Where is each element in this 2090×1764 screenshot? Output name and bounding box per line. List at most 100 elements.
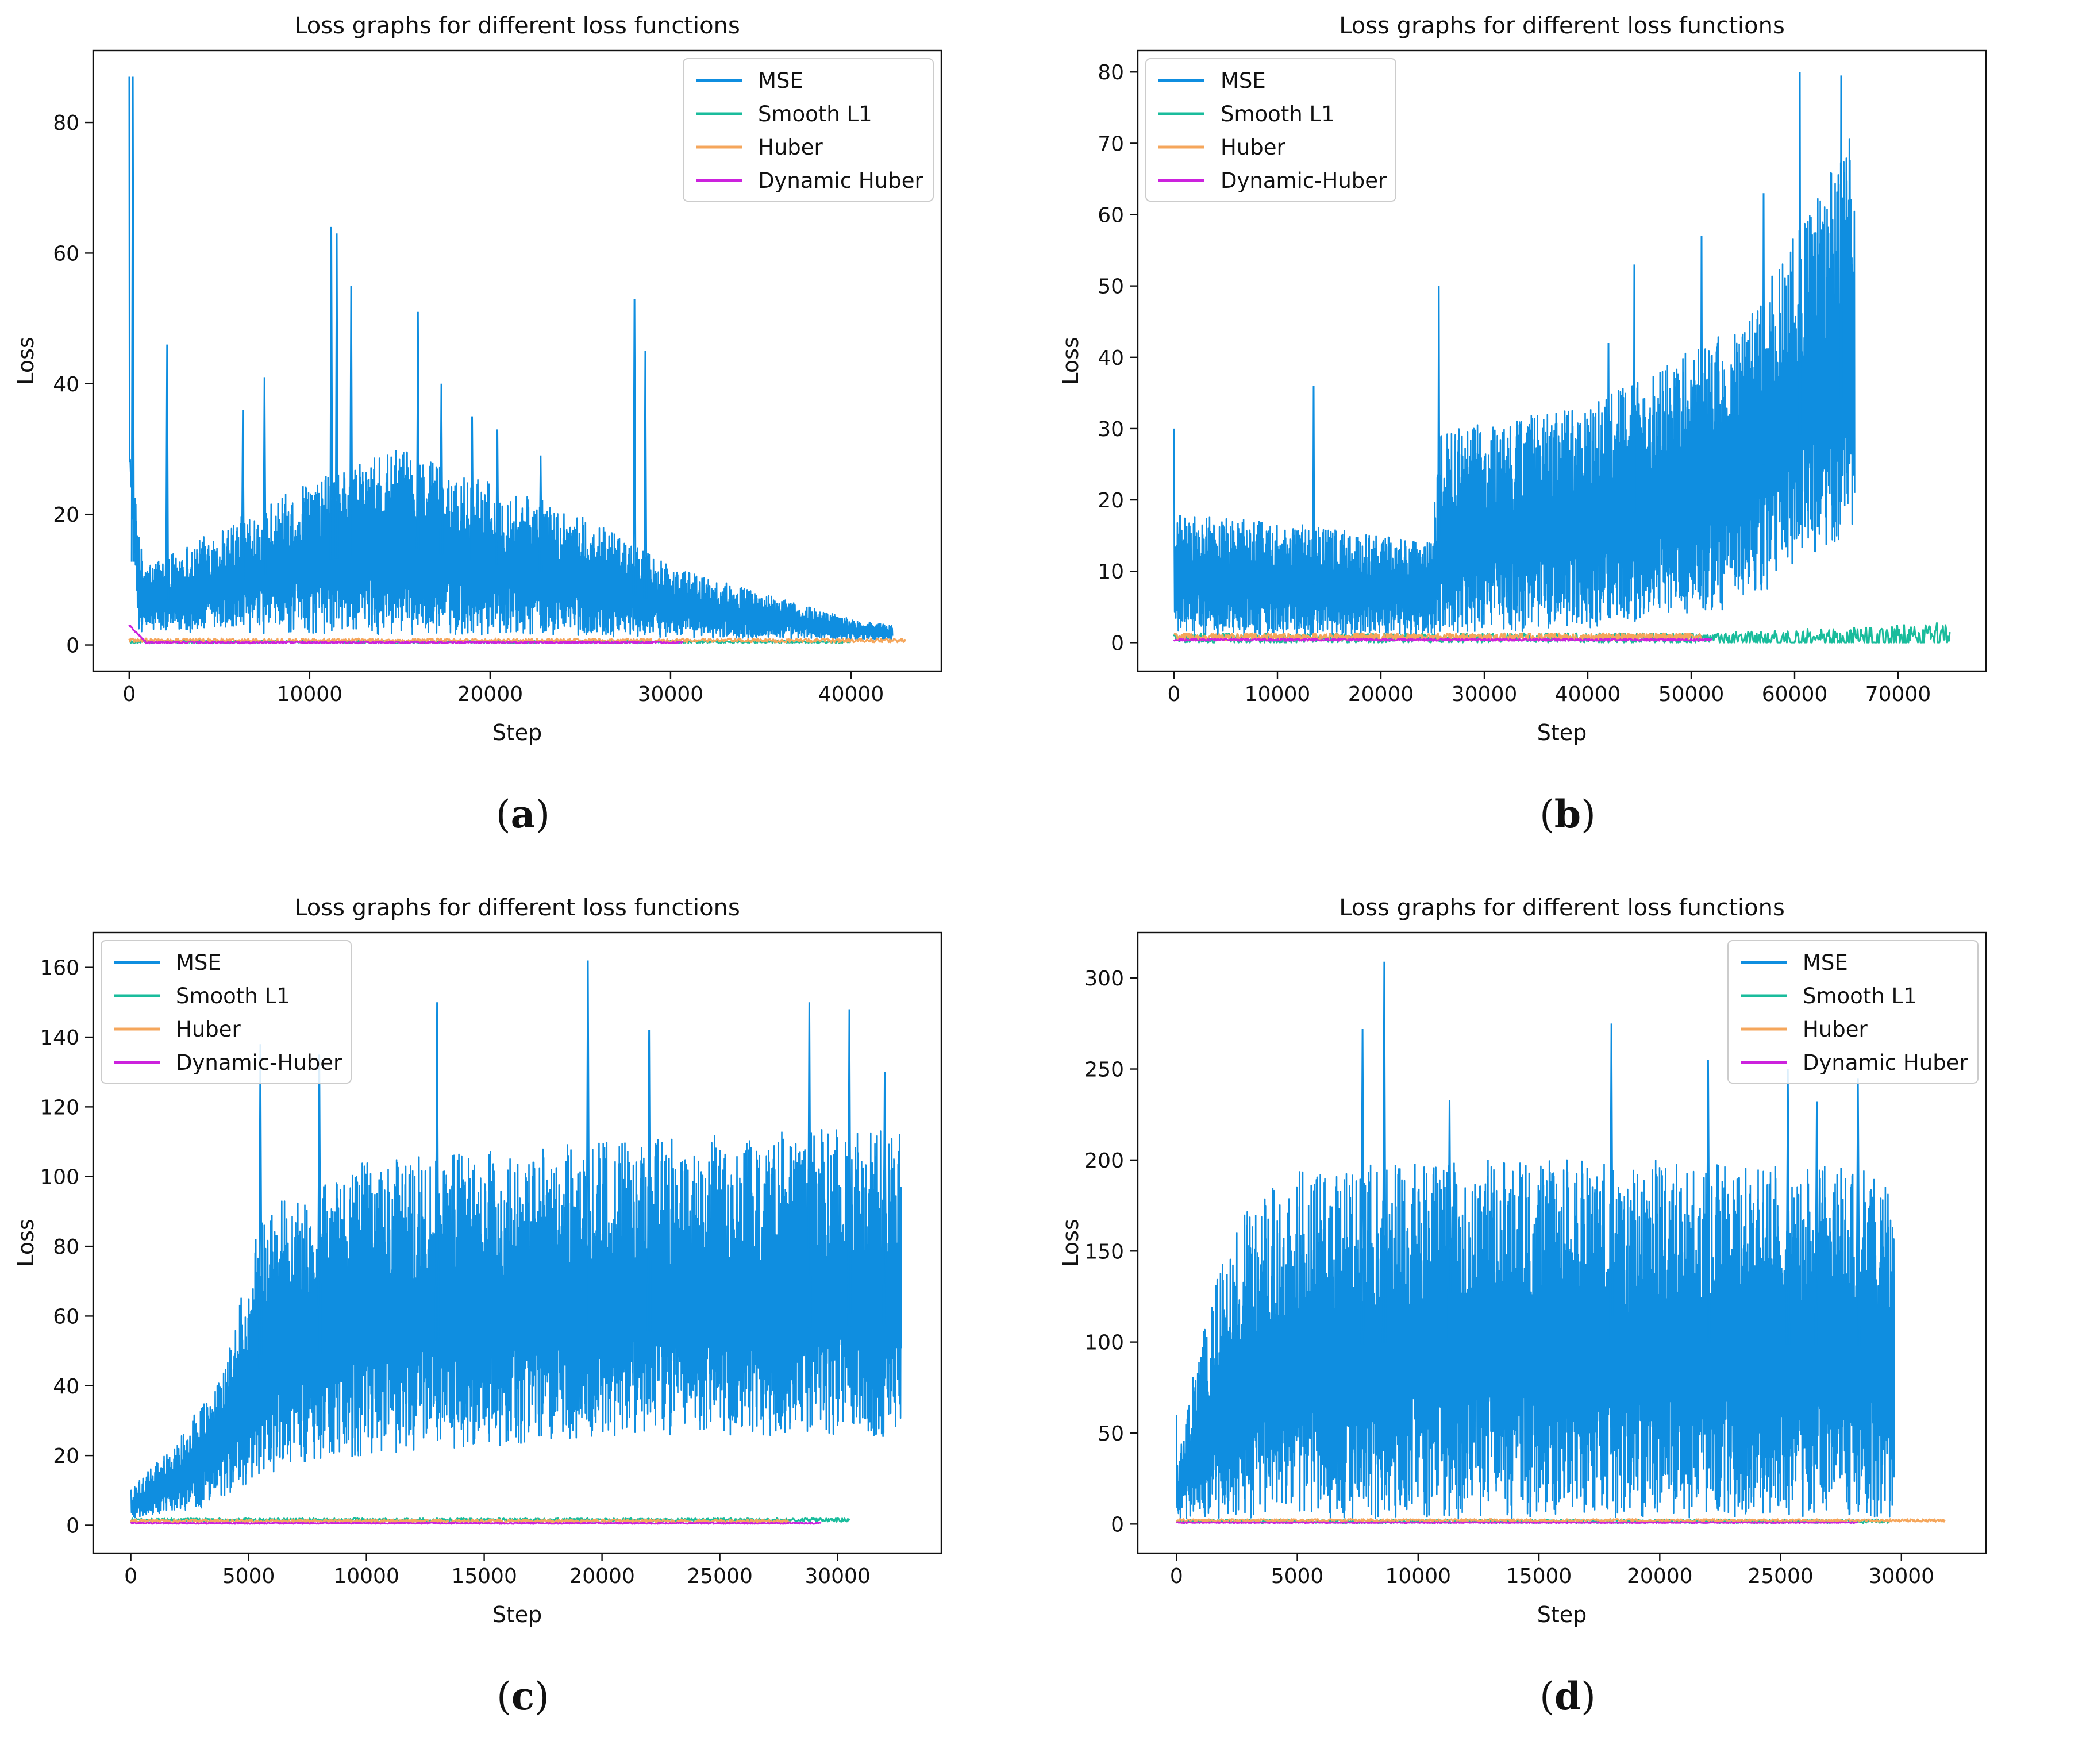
x-tick-label: 10000: [277, 683, 343, 706]
caption-letter: c: [511, 1674, 534, 1719]
chart-title: Loss graphs for different loss functions: [294, 895, 740, 921]
y-tick-label: 50: [1098, 1422, 1124, 1446]
y-tick-label: 60: [53, 242, 79, 265]
legend-label: Dynamic Huber: [1803, 1050, 1968, 1075]
y-tick-label: 30: [1098, 418, 1124, 441]
caption-close-paren: ): [1581, 792, 1596, 837]
legend-label: Huber: [1803, 1017, 1868, 1042]
series-mse-spike: [263, 377, 267, 575]
series-mse-spike: [1437, 286, 1441, 536]
panel-caption: (d): [1539, 1674, 1596, 1719]
y-tick-label: 80: [1098, 61, 1124, 84]
legend-label: MSE: [176, 950, 221, 975]
x-tick-label: 5000: [1271, 1565, 1324, 1588]
chart-title: Loss graphs for different loss functions: [1339, 895, 1785, 921]
y-tick-label: 0: [1111, 631, 1124, 655]
y-tick-label: 0: [1111, 1513, 1124, 1536]
y-axis-label: Loss: [13, 337, 39, 384]
plot-area: [128, 76, 906, 645]
panel-caption: (c): [496, 1674, 549, 1719]
legend-label: Dynamic-Huber: [1221, 168, 1387, 193]
series-mse-line: [130, 1129, 902, 1519]
series-mse-spike: [882, 1072, 887, 1326]
y-tick-label: 160: [40, 957, 79, 980]
y-tick-label: 70: [1098, 132, 1124, 156]
y-tick-label: 60: [53, 1305, 79, 1328]
y-tick-label: 300: [1084, 967, 1124, 991]
x-tick-label: 15000: [451, 1565, 517, 1588]
x-tick-label: 0: [124, 1565, 137, 1588]
series-mse-spike: [1360, 1029, 1365, 1345]
x-tick-label: 10000: [333, 1565, 399, 1588]
series-mse-spike: [1798, 72, 1802, 435]
legend-label: Smooth L1: [1221, 102, 1335, 126]
series-mse-spike: [1312, 386, 1315, 585]
axes-frame: [1137, 931, 1987, 1554]
legend-label: MSE: [1803, 950, 1848, 975]
x-tick-label: 15000: [1506, 1565, 1572, 1588]
chart-d-svg: Loss graphs for different loss functions…: [1058, 895, 1987, 1719]
x-tick-label: 70000: [1865, 683, 1931, 706]
x-axis-label: Step: [1537, 1602, 1587, 1627]
y-tick-label: 80: [53, 111, 79, 135]
x-tick-label: 20000: [457, 683, 524, 706]
x-tick-label: 20000: [1348, 683, 1414, 706]
series-mse-line: [1176, 1159, 1895, 1519]
panel-caption: (b): [1539, 792, 1596, 837]
y-axis-label: Loss: [1058, 1219, 1083, 1266]
legend-label: Huber: [176, 1017, 241, 1042]
series-huber-line: [1176, 1518, 1946, 1523]
caption-letter: d: [1554, 1674, 1581, 1719]
series-mse-spike: [334, 233, 339, 559]
legend-label: Smooth L1: [1803, 984, 1917, 1008]
series-huber-line: [1173, 632, 1702, 642]
series-mse-spike: [538, 455, 543, 573]
chart-title: Loss graphs for different loss functions: [1339, 13, 1785, 39]
x-tick-label: 0: [1170, 1565, 1183, 1588]
y-tick-label: 20: [53, 503, 79, 527]
legend: MSE Smooth L1 Huber Dynamic-Huber: [1145, 58, 1396, 202]
x-tick-label: 0: [122, 683, 136, 706]
caption-letter: a: [511, 792, 536, 837]
legend-box: [101, 940, 352, 1084]
chart-c-svg: Loss graphs for different loss functions…: [13, 895, 942, 1719]
plot-area: [1176, 961, 1946, 1524]
y-tick-label: 80: [53, 1235, 79, 1259]
series-mse-spike: [1700, 236, 1703, 494]
x-tick-label: 20000: [1627, 1565, 1693, 1588]
caption-open-paren: (: [496, 1674, 511, 1719]
series-mse-spike: [165, 344, 170, 600]
x-tick-label: 25000: [687, 1565, 753, 1588]
series-mse-spike: [847, 1009, 852, 1327]
series-mse-spike: [1762, 193, 1765, 465]
series-mse-spike: [349, 286, 353, 556]
series-mse-spike: [807, 1002, 812, 1328]
x-axis-label: Step: [1537, 720, 1587, 745]
series-mse-spike: [646, 1030, 652, 1332]
x-tick-label: 10000: [1245, 683, 1311, 706]
x-axis-label: Step: [492, 720, 542, 745]
series-mse-spike: [1839, 75, 1843, 398]
legend-label: Dynamic-Huber: [176, 1050, 342, 1075]
y-tick-label: 120: [40, 1096, 79, 1119]
legend-label: Smooth L1: [176, 984, 290, 1008]
y-tick-label: 200: [1084, 1149, 1124, 1173]
series-mse-spike: [439, 383, 444, 555]
y-tick-label: 0: [66, 1514, 79, 1538]
series-mse-spike: [586, 960, 590, 1334]
series-mse-line: [128, 76, 894, 641]
y-tick-label: 40: [53, 373, 79, 396]
series-mse-spike: [1814, 1101, 1819, 1345]
caption-open-paren: (: [496, 792, 511, 837]
series-mse-spike: [632, 298, 637, 596]
series-mse-spike: [1706, 1060, 1711, 1343]
axes-frame: [1137, 49, 1987, 672]
chart-b-svg: Loss graphs for different loss functions…: [1058, 13, 1987, 837]
series-mse-spike: [1609, 1023, 1614, 1342]
series-mse-spike: [470, 416, 474, 560]
series-mse-spike: [643, 351, 648, 599]
legend-label: Dynamic Huber: [758, 168, 923, 193]
series-dynamic-huber-line: [1173, 638, 1712, 642]
x-tick-label: 30000: [638, 683, 704, 706]
legend-box: [1727, 940, 1979, 1084]
